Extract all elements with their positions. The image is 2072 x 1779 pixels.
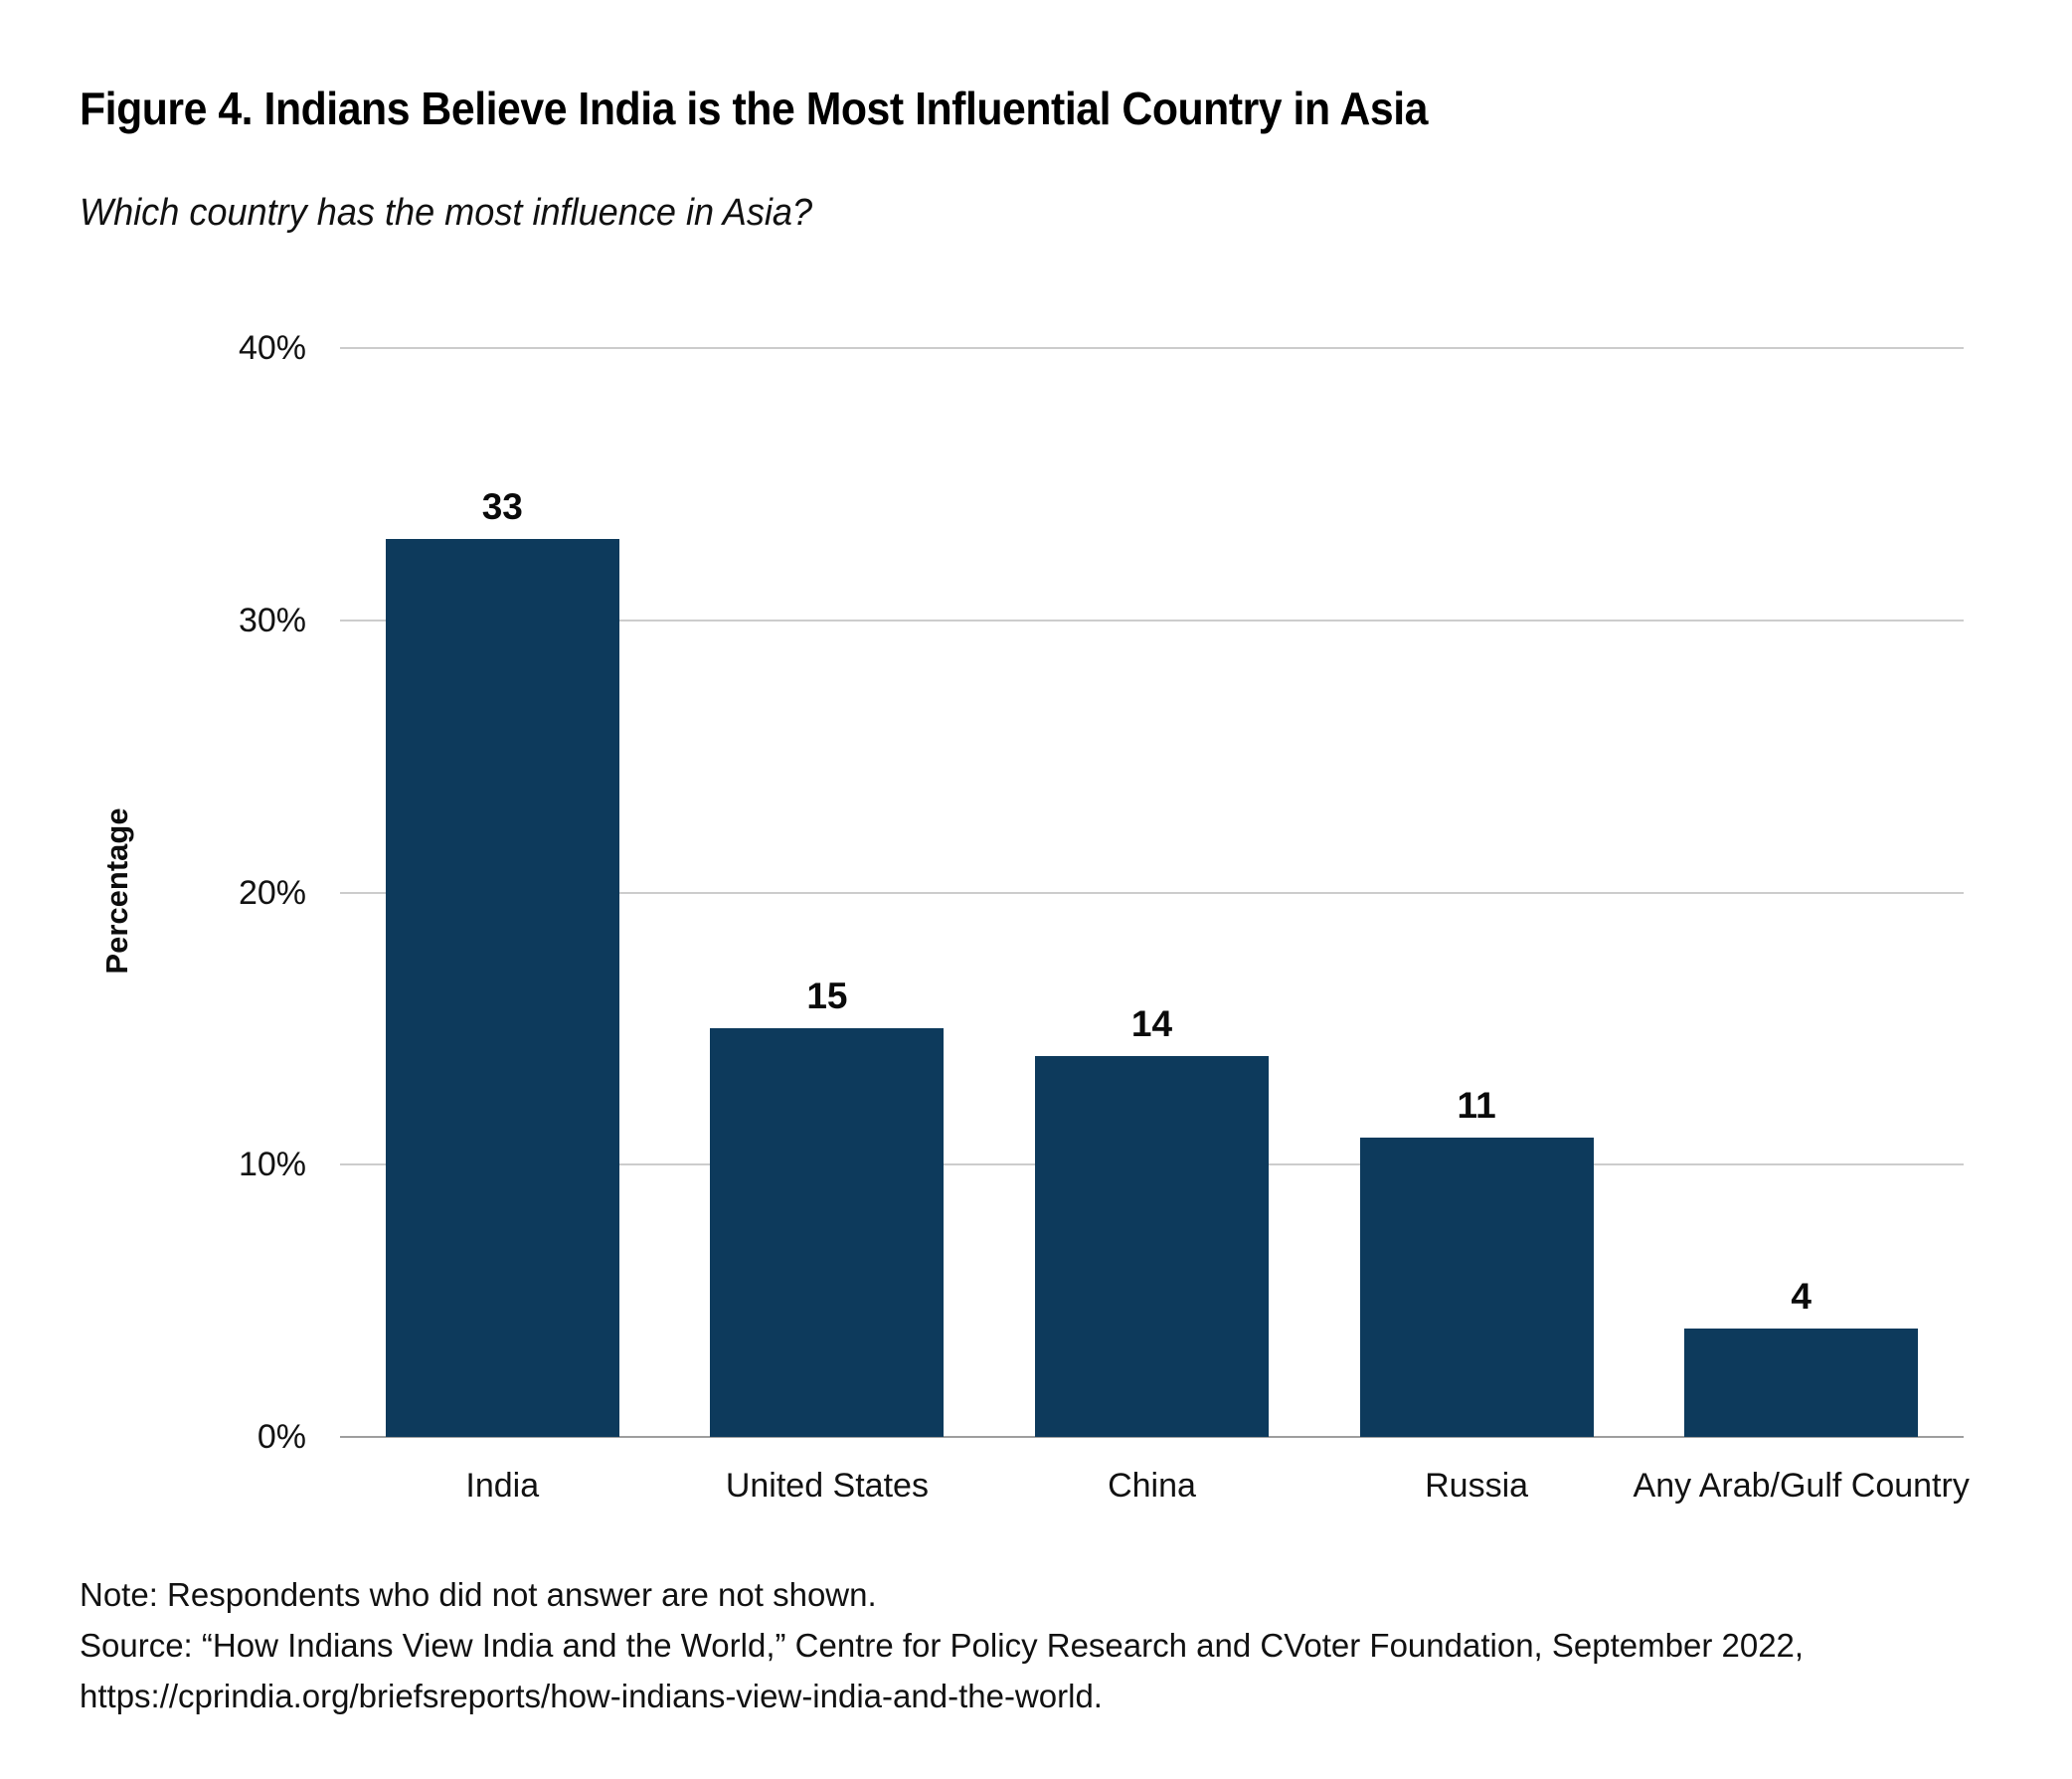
y-tick-label-30-pct: 30% [238,601,306,639]
y-tick-label-40-pct: 40% [238,329,306,367]
value-label: 11 [1457,1084,1496,1126]
figure-subtitle: Which country has the most influence in … [80,192,813,234]
source-line: Source: “How Indians View India and the … [80,1627,1805,1664]
category-label: United States [725,1467,929,1505]
bar-russia [1359,1137,1594,1437]
x-axis-baseline [340,1436,1964,1438]
category-label: Russia [1425,1467,1529,1505]
category-label: Any Arab/Gulf Country [1633,1467,1970,1505]
bar-united-states [710,1028,945,1437]
figure-title: Figure 4. Indians Believe India is the M… [80,83,1428,134]
y-tick-label-0-pct: 0% [257,1418,306,1456]
gridline-20-pct [340,891,1964,894]
note-line: Note: Respondents who did not answer are… [80,1576,877,1613]
y-tick-label-20-pct: 20% [238,873,306,912]
value-label: 33 [481,485,523,527]
gridline-30-pct [340,619,1964,622]
value-label: 14 [1130,1002,1173,1044]
category-label: India [465,1467,540,1505]
category-label: China [1108,1467,1196,1505]
bar-india [385,538,619,1437]
gridline-40-pct [340,347,1964,349]
source-url-line: https://cprindia.org/briefsreports/how-i… [80,1678,1103,1714]
bar-china [1035,1055,1269,1437]
value-label: 15 [806,976,848,1017]
bar-any-arab-gulf-country [1684,1328,1919,1437]
figure-notes: Note: Respondents who did not answer are… [80,1569,2028,1721]
value-label: 4 [1791,1275,1812,1317]
y-tick-label-10-pct: 10% [238,1146,306,1184]
